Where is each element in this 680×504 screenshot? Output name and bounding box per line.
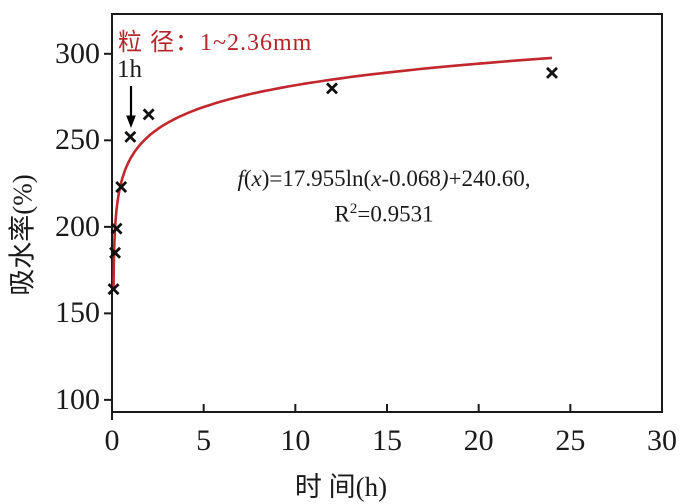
x-tick-label: 10 bbox=[280, 424, 311, 457]
y-tick-label: 300 bbox=[55, 36, 100, 70]
x-tick-label: 5 bbox=[196, 424, 212, 457]
fit-equation-line1: f(x)=17.955ln(x-0.068)+240.60, bbox=[237, 166, 531, 191]
data-point-marker bbox=[124, 130, 137, 143]
x-tick-label: 25 bbox=[555, 424, 586, 457]
particle-size-annotation: 粒 径：1~2.36mm bbox=[118, 30, 313, 56]
one-hour-arrowhead-icon bbox=[126, 115, 136, 128]
data-point-marker bbox=[546, 66, 558, 79]
data-point-marker bbox=[115, 181, 128, 194]
data-point-marker bbox=[110, 222, 123, 235]
x-tick-label: 15 bbox=[372, 424, 402, 457]
fit-equation-line2: R2=0.9531 bbox=[334, 200, 434, 227]
fit-equation: f(x)=17.955ln(x-0.068)+240.60, R2=0.9531 bbox=[237, 164, 530, 230]
x-tick-label: 30 bbox=[647, 424, 677, 457]
data-point-marker bbox=[142, 108, 155, 121]
x-axis-title: 时 间(h) bbox=[294, 472, 388, 502]
y-tick-label: 100 bbox=[55, 382, 100, 416]
data-point-marker bbox=[109, 246, 122, 259]
data-point-marker bbox=[107, 283, 120, 296]
x-tick-label: 20 bbox=[463, 424, 494, 457]
one-hour-annotation: 1h bbox=[117, 56, 142, 83]
data-point-marker bbox=[326, 82, 338, 95]
x-tick-label: 0 bbox=[104, 424, 120, 457]
y-tick-label: 250 bbox=[55, 123, 100, 157]
y-tick-label: 150 bbox=[55, 296, 100, 330]
y-axis-title: 吸水率(%) bbox=[7, 174, 38, 296]
y-tick-label: 200 bbox=[55, 209, 100, 243]
